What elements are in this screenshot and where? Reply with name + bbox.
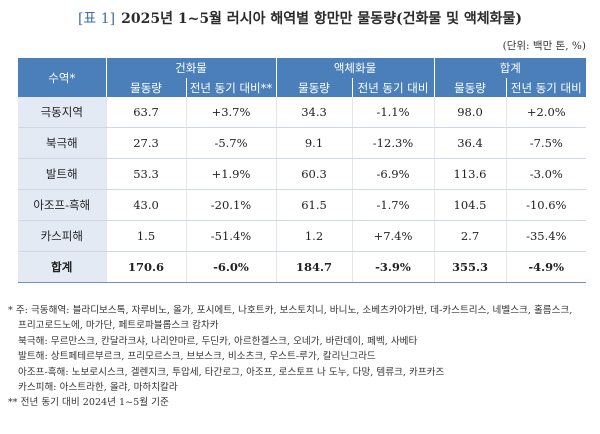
footnote-line: ** 전년 동기 대비 2024년 1~5월 기준	[8, 397, 169, 409]
row-region: 합계	[18, 251, 106, 283]
subheader-volume: 물동량	[433, 78, 507, 97]
subheader-volume: 물동량	[105, 78, 186, 97]
table-cell: 98.0	[433, 97, 507, 128]
header-row-groups: 수역* 건화물 액체화물 합계	[18, 58, 587, 97]
table-cell: 1.2	[275, 220, 352, 252]
table-cell: +2.0%	[505, 97, 587, 128]
table-row: 카스피해 1.5 -51.4% 1.2 +7.4% 2.7 -35.4%	[18, 220, 587, 252]
table-cell: -12.3%	[351, 127, 435, 159]
table-cell: -7.5%	[505, 127, 587, 159]
footnote-line: * 주: 극동해역: 블라디보스톡, 자루비노, 올가, 포시에트, 나호트카,…	[8, 305, 573, 316]
table-row: 발트해 53.3 +1.9% 60.3 -6.9% 113.6 -3.0%	[18, 158, 587, 190]
table-cell: -5.7%	[185, 127, 276, 159]
footnotes: * 주: 극동해역: 블라디보스톡, 자루비노, 올가, 포시에트, 나호트카,…	[8, 303, 596, 411]
table-cell: -20.1%	[185, 189, 276, 221]
table-cell: 113.6	[433, 158, 507, 190]
footnote-line: 북극해: 무르만스크, 칸달라크샤, 나리얀마르, 두딘카, 아르한겔스크, 오…	[18, 335, 418, 347]
table-row: 아조프-흑해 43.0 -20.1% 61.5 -1.7% 104.5 -10.…	[18, 189, 587, 221]
table-cell: +7.4%	[351, 220, 435, 252]
table-cell: -51.4%	[185, 220, 276, 252]
table-cell: -3.9%	[351, 251, 435, 283]
header-region: 수역*	[18, 58, 106, 97]
subheader-yoy: 전년 동기 대비**	[185, 78, 276, 97]
table-cell: 61.5	[275, 189, 352, 221]
table-cell: -6.9%	[351, 158, 435, 190]
table-cell: 355.3	[433, 251, 507, 283]
table-cell: -35.4%	[505, 220, 587, 252]
table-cell: 184.7	[275, 251, 352, 283]
table-cell: +1.9%	[185, 158, 276, 190]
table-row: 북극해 27.3 -5.7% 9.1 -12.3% 36.4 -7.5%	[18, 127, 587, 159]
footnote-line: 발트해: 상트페테르부르크, 프리모르스크, 브보스크, 비소츠크, 우스트-루…	[18, 351, 376, 363]
table-title: [표 1] 2025년 1~5월 러시아 해역별 항만만 물동량(건화물 및 액체…	[0, 8, 600, 28]
title-text: 2025년 1~5월 러시아 해역별 항만만 물동량(건화물 및 액체화물)	[121, 11, 523, 27]
header-total: 합계	[433, 58, 587, 78]
unit-note: (단위: 백만 톤, %)	[502, 40, 586, 52]
total-row: 합계 170.6 -6.0% 184.7 -3.9% 355.3 -4.9%	[18, 251, 587, 283]
footnote-line: 프리고로드노에, 마가단, 페트로파블롭스크 캄차카	[18, 320, 219, 332]
table-row: 극동지역 63.7 +3.7% 34.3 -1.1% 98.0 +2.0%	[18, 97, 587, 128]
table-cell: +3.7%	[185, 97, 276, 128]
table-cell: 43.0	[105, 189, 186, 221]
row-region: 북극해	[18, 127, 106, 159]
table-cell: -6.0%	[185, 251, 276, 283]
subheader-volume: 물동량	[275, 78, 352, 97]
table-cell: -1.7%	[351, 189, 435, 221]
subheader-yoy: 전년 동기 대비	[505, 78, 587, 97]
table-cell: 36.4	[433, 127, 507, 159]
table-cell: 60.3	[275, 158, 352, 190]
table-cell: 2.7	[433, 220, 507, 252]
table-cell: 27.3	[105, 127, 186, 159]
table-cell: -1.1%	[351, 97, 435, 128]
footnote-line: 카스피해: 아스트라한, 올랴, 마하치칼라	[18, 382, 178, 394]
row-region: 발트해	[18, 158, 106, 190]
footnote-line: 아조프-흑해: 노보로시스크, 겔렌지크, 투압세, 타간로그, 아조프, 로스…	[18, 366, 445, 378]
table-cell: -10.6%	[505, 189, 587, 221]
table-cell: 34.3	[275, 97, 352, 128]
freight-table: 수역* 건화물 액체화물 합계 물동량 전년 동기 대비** 물동량 전년 동기…	[18, 58, 587, 283]
subheader-yoy: 전년 동기 대비	[351, 78, 435, 97]
row-region: 극동지역	[18, 97, 106, 128]
table-cell: 53.3	[105, 158, 186, 190]
table-cell: 1.5	[105, 220, 186, 252]
table-cell: 170.6	[105, 251, 186, 283]
header-row-sub: 물동량 전년 동기 대비** 물동량 전년 동기 대비 물동량 전년 동기 대비	[18, 78, 587, 97]
row-region: 아조프-흑해	[18, 189, 106, 221]
table-cell: 9.1	[275, 127, 352, 159]
header-liquid-cargo: 액체화물	[275, 58, 435, 78]
table-cell: -4.9%	[505, 251, 587, 283]
row-region: 카스피해	[18, 220, 106, 252]
table-cell: -3.0%	[505, 158, 587, 190]
table-number: [표 1]	[77, 11, 116, 27]
table-cell: 104.5	[433, 189, 507, 221]
table-cell: 63.7	[105, 97, 186, 128]
header-dry-cargo: 건화물	[105, 58, 276, 78]
